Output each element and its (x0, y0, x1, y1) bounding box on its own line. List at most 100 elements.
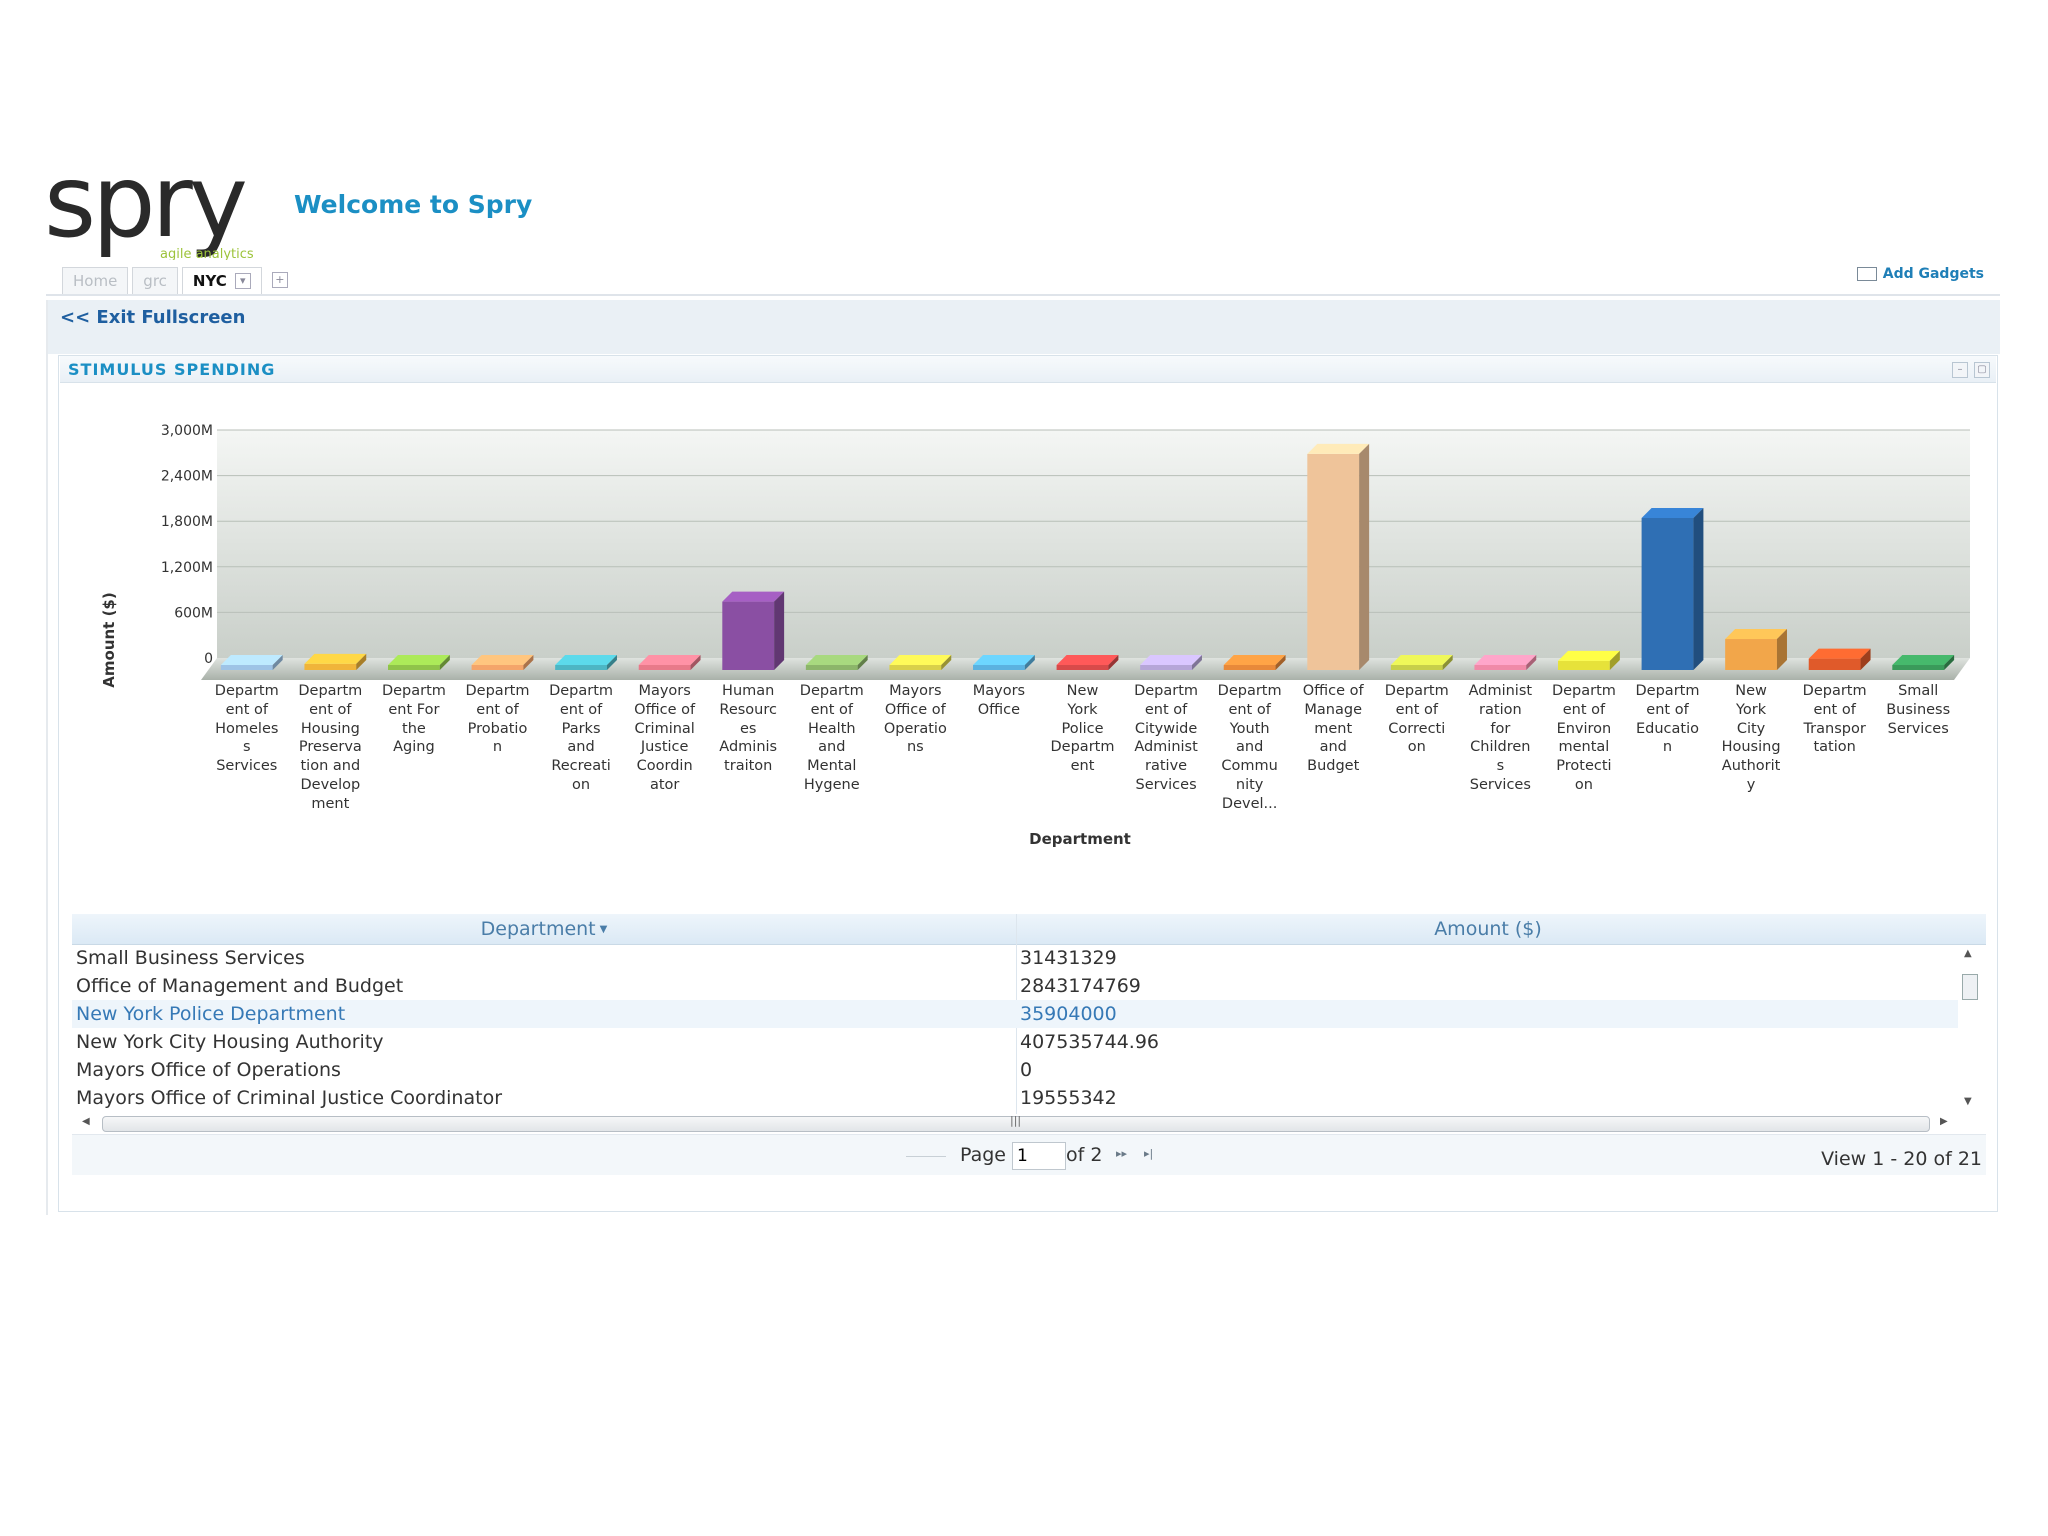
bar[interactable] (1558, 650, 1620, 670)
scroll-thumb[interactable] (1962, 974, 1978, 1000)
page-count: of 2 (1066, 1144, 1103, 1166)
x-tick-label: Departm ent of Health and Mental Hygene (799, 683, 864, 793)
vertical-scrollbar[interactable]: ▲ ▼ (1960, 946, 1980, 1114)
bar[interactable] (1056, 655, 1119, 670)
add-tab-icon[interactable]: + (271, 272, 288, 288)
x-tick-label: Departm ent of Probatio n (465, 683, 530, 756)
department-cell: Mayors Office of Operations (76, 1059, 341, 1081)
department-cell: Small Business Services (76, 947, 305, 969)
page-number-input[interactable] (1012, 1142, 1066, 1170)
table-row[interactable]: Small Business Services 31431329 (72, 944, 1958, 972)
bar[interactable] (1892, 655, 1955, 670)
department-cell: New York Police Department (76, 1003, 346, 1025)
bar[interactable] (1223, 655, 1286, 670)
sort-desc-icon: ▼ (599, 923, 608, 935)
y-tick-label: 1,800M (161, 514, 213, 530)
column-header-label: Amount ($) (1434, 918, 1542, 940)
amount-cell: 0 (1020, 1059, 1033, 1081)
column-header-amount[interactable]: Amount ($) (1016, 914, 1960, 944)
x-tick-label: Departm ent of Correcti on (1384, 683, 1449, 756)
bar-chart: 0 600M 1,200M 1,800M 2,400M 3,000M Amount ($) (100, 423, 1970, 688)
x-tick-label: New York Police Departm ent (1050, 683, 1115, 775)
tab-grc[interactable]: grc (132, 266, 178, 294)
gadget-maximize-icon[interactable]: ▢ (1974, 362, 1990, 378)
x-axis-title: Department (1029, 830, 1131, 848)
x-tick-label: Departm ent of Educatio n (1635, 683, 1700, 756)
tab-nyc[interactable]: NYC ▾ (181, 266, 262, 294)
y-tick-label: 3,000M (161, 423, 213, 439)
scroll-right-icon[interactable]: ▶ (1940, 1116, 1948, 1127)
bar[interactable] (471, 655, 534, 670)
tab-menu-icon[interactable]: ▾ (234, 272, 251, 289)
gadget-title-bar (60, 356, 1996, 383)
bar[interactable] (1474, 655, 1537, 670)
y-axis-title: Amount ($) (100, 592, 118, 687)
exit-fullscreen-link[interactable]: << Exit Fullscreen (60, 307, 246, 328)
scroll-grip-icon: ||| (1010, 1114, 1022, 1127)
chart-back-wall (217, 430, 1970, 658)
last-page-icon[interactable]: ▸| (1144, 1147, 1154, 1160)
x-tick-label: New York City Housing Authorit y (1721, 683, 1781, 793)
table-row[interactable]: Mayors Office of Operations 0 (72, 1056, 1958, 1084)
department-cell: Office of Management and Budget (76, 975, 404, 997)
bar[interactable] (722, 591, 785, 670)
bar[interactable] (889, 655, 952, 670)
table-row[interactable]: Mayors Office of Criminal Justice Coordi… (72, 1084, 1958, 1112)
table-row[interactable]: Office of Management and Budget 284317476… (72, 972, 1958, 1000)
tab-label: grc (143, 271, 167, 290)
column-header-department[interactable]: Department ▼ (72, 914, 1016, 944)
gadget-minimize-icon[interactable]: – (1952, 362, 1968, 378)
record-count: View 1 - 20 of 21 (1821, 1148, 1982, 1170)
bar[interactable] (638, 655, 701, 670)
scroll-track[interactable] (102, 1116, 1930, 1132)
amount-cell: 35904000 (1020, 1003, 1117, 1025)
x-tick-label: Departm ent of Transpor tation (1802, 683, 1867, 756)
add-gadget-icon (1856, 267, 1877, 281)
x-tick-label: Administ ration for Children s Services (1468, 683, 1533, 793)
bar[interactable] (1808, 648, 1871, 670)
bar[interactable] (973, 655, 1035, 670)
add-gadgets-button[interactable]: Add Gadgets (1856, 266, 1984, 282)
prev-page-disabled (906, 1156, 946, 1157)
bar[interactable] (1307, 443, 1370, 670)
bar[interactable] (304, 653, 367, 670)
column-header-label: Department (480, 918, 596, 940)
x-tick-label: Departm ent of Citywide Administ rative … (1134, 683, 1199, 793)
x-tick-label: Departm ent of Homeles s Services (214, 683, 279, 775)
tab-label: NYC (192, 271, 227, 290)
x-tick-label: Mayors Office of Criminal Justice Coordi… (634, 683, 696, 793)
table-header (72, 914, 1986, 945)
table-row[interactable]: New York City Housing Authority 407535744… (72, 1028, 1958, 1056)
y-tick-label: 600M (174, 605, 213, 621)
next-page-icon[interactable]: ▸▸ (1116, 1147, 1128, 1160)
tab-home[interactable]: Home (62, 266, 129, 294)
logo-tagline: agile analytics (160, 247, 254, 260)
bar[interactable] (1641, 508, 1704, 670)
bar[interactable] (555, 655, 617, 670)
x-tick-label: Small Business Services (1886, 683, 1951, 737)
bar[interactable] (1725, 629, 1787, 670)
page-label: Page (960, 1144, 1006, 1166)
scroll-down-icon[interactable]: ▼ (1964, 1096, 1972, 1107)
y-tick-label: 2,400M (161, 469, 213, 485)
x-tick-label: Departm ent of Youth and Commu nity Deve… (1217, 683, 1282, 812)
chart-background (201, 430, 1970, 680)
y-tick-label: 1,200M (161, 560, 213, 576)
amount-cell: 2843174769 (1020, 975, 1141, 997)
bar[interactable] (1390, 655, 1453, 670)
chart-bars (220, 443, 1955, 670)
tab-label: Home (73, 271, 118, 290)
horizontal-scrollbar[interactable]: ◀ ||| ▶ (76, 1114, 1956, 1132)
scroll-up-icon[interactable]: ▲ (1964, 948, 1972, 959)
x-tick-label: Human Resourc es Adminis traiton (719, 683, 778, 775)
y-axis-ticks: 0 600M 1,200M 1,800M 2,400M 3,000M (161, 423, 213, 667)
x-tick-label: Departm ent For the Aging (381, 683, 446, 756)
x-tick-label: Departm ent of Parks and Recreati on (549, 683, 614, 793)
bar[interactable] (220, 655, 283, 670)
bar[interactable] (1140, 655, 1202, 670)
scroll-left-icon[interactable]: ◀ (82, 1116, 90, 1127)
bar[interactable] (388, 655, 450, 670)
bar[interactable] (805, 655, 868, 670)
welcome-title: Welcome to Spry (294, 190, 533, 219)
table-row[interactable]: New York Police Department 35904000 (72, 1000, 1958, 1028)
